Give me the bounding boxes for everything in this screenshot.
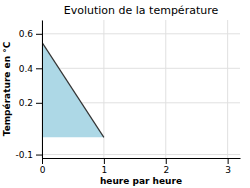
tick-mark [42, 158, 43, 164]
tick-mark [104, 158, 105, 164]
tick-label: 0.4 [19, 64, 34, 74]
x-axis: 0 1 2 3 [40, 158, 241, 175]
tick: 0.6 [19, 29, 42, 39]
tick-label: 1 [102, 165, 108, 175]
tick-mark [166, 158, 167, 164]
tick-label: 0.6 [19, 29, 34, 39]
tick: -0.1 [15, 150, 42, 160]
grid-line-x [227, 20, 228, 158]
marks [42, 42, 104, 137]
tick: 0 [40, 158, 46, 175]
y-axis-title: Température en °C [2, 41, 12, 136]
grid-line-x [42, 20, 43, 158]
tick: 0.2 [19, 98, 42, 108]
tick-mark [36, 68, 42, 69]
line [42, 42, 104, 137]
y-axis: -0.1 0.2 0.4 0.6 [15, 21, 42, 160]
tick-label: 0 [40, 165, 46, 175]
tick-label: 0.2 [19, 98, 33, 108]
area [42, 42, 104, 137]
tick-mark [36, 155, 42, 156]
x-axis-title: heure par heure [100, 176, 182, 186]
grid-line-y [42, 154, 240, 155]
tick: 1 [102, 158, 108, 175]
tick-mark [36, 34, 42, 35]
tick: 0.4 [19, 64, 42, 74]
tick-label: 2 [163, 165, 169, 175]
tick-mark [228, 158, 229, 164]
chart-container: 0 1 2 3 -0.1 0.2 0.4 0.6 Evolution de la tempéra… [0, 0, 250, 188]
chart-svg: 0 1 2 3 -0.1 0.2 0.4 0.6 Evolution de la tempéra… [0, 0, 250, 188]
grid-line-y [42, 33, 240, 34]
plot-area: 0 1 2 3 -0.1 0.2 0.4 0.6 [15, 20, 240, 175]
grid-line-y [42, 68, 240, 69]
tick-mark [36, 103, 42, 104]
tick: 3 [225, 158, 231, 175]
tick: 2 [163, 158, 169, 175]
tick-label: -0.1 [15, 150, 33, 160]
title: Evolution de la température [64, 4, 219, 17]
grid-line-x [165, 20, 166, 158]
tick-label: 3 [225, 165, 231, 175]
grid [42, 20, 240, 158]
axis-line [42, 21, 43, 159]
axis-line [43, 158, 241, 159]
